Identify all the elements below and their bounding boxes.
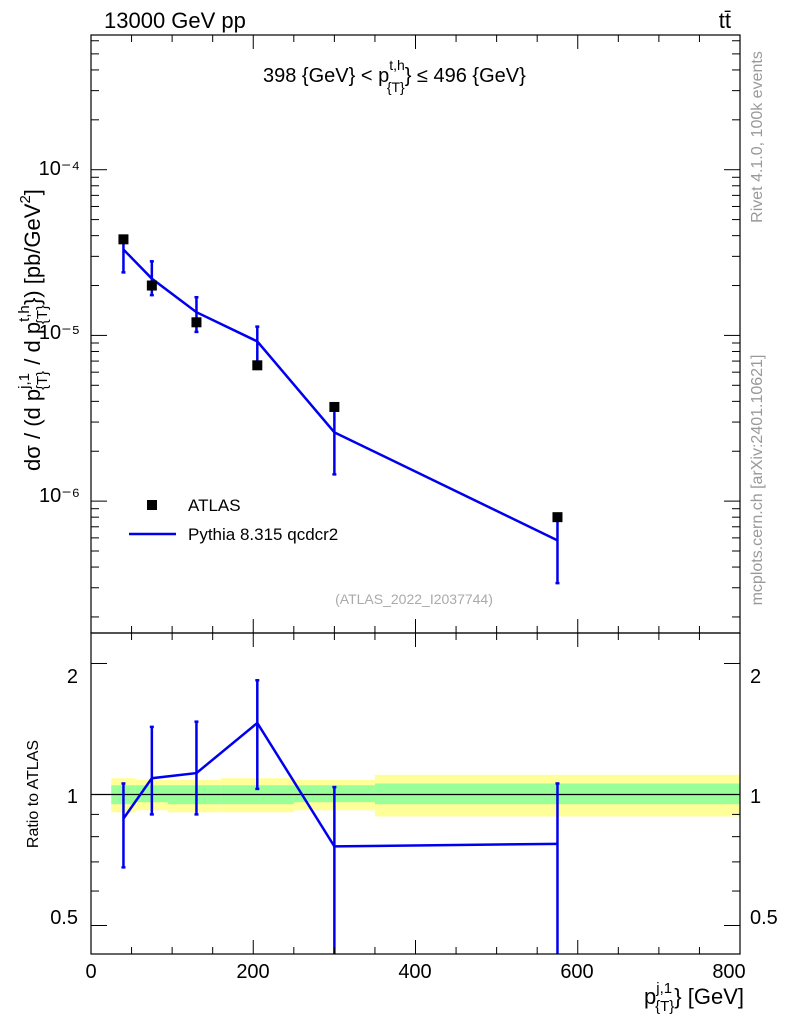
ratio-panel: Ratio to ATLAS 2 1 0.5 2 1 0.5 0 200 400… [25, 632, 778, 1015]
header-right-label: tt̄ [719, 8, 731, 33]
main-panel: 398 {GeV} < pt,h {T}} ≤ 496 {GeV} dσ / (d… [16, 34, 741, 634]
atlas-data-point [191, 317, 202, 328]
xtick-label-800: 800 [712, 961, 745, 983]
rivet-label: Rivet 4.1.0, 100k events [749, 51, 766, 223]
ytick-label-1e-6: 10⁻⁶ [39, 485, 80, 507]
ratio-frame [90, 632, 741, 955]
mcplots-label: mcplots.cern.ch [arXiv:2401.10621] [749, 355, 766, 606]
ratio-ylabel: Ratio to ATLAS [25, 740, 42, 848]
xtick-label-0: 0 [85, 961, 96, 983]
ytick-label-1e-4: 10⁻⁴ [39, 158, 80, 180]
atlas-data-point [329, 401, 340, 412]
main-ylabel: dσ / (d pj,1{T} / d pt,h{T}}) [pb/GeV2] [16, 189, 51, 471]
ratio-ytick-right-0.5: 0.5 [750, 907, 778, 929]
xaxis-label: pj,1 {T}} [GeV] [644, 980, 744, 1015]
atlas-data-point [146, 280, 157, 291]
ratio-series [121, 679, 560, 954]
ratio-ytick-right-2: 2 [750, 666, 761, 688]
ytick-label-1e-5: 10⁻⁵ [39, 322, 80, 344]
ratio-ytick-left-0.5: 0.5 [50, 907, 78, 929]
analysis-watermark: (ATLAS_2022_I2037744) [335, 591, 493, 607]
ratio-pythia-line [122, 721, 558, 848]
main-title: 398 {GeV} < pt,h {T}} ≤ 496 {GeV} [263, 57, 526, 95]
xtick-label-400: 400 [398, 961, 431, 983]
xtick-label-200: 200 [236, 961, 269, 983]
main-ticks [90, 35, 741, 633]
atlas-data-point [118, 234, 129, 245]
legend-marker-atlas [147, 500, 157, 510]
header-left-label: 13000 GeV pp [104, 8, 246, 33]
ratio-ytick-right-1: 1 [750, 786, 761, 808]
legend: ATLAS Pythia 8.315 qcdcr2 [129, 496, 338, 544]
legend-label-atlas: ATLAS [188, 496, 241, 515]
xtick-label-600: 600 [560, 961, 593, 983]
ratio-ytick-left-1: 1 [67, 786, 78, 808]
main-series [118, 234, 563, 585]
atlas-data-point [252, 360, 263, 371]
legend-label-pythia: Pythia 8.315 qcdcr2 [188, 525, 338, 544]
atlas-data-point [552, 512, 563, 523]
pythia-line [122, 248, 559, 542]
ratio-ytick-left-2: 2 [67, 666, 78, 688]
ratio-bands [111, 774, 740, 817]
